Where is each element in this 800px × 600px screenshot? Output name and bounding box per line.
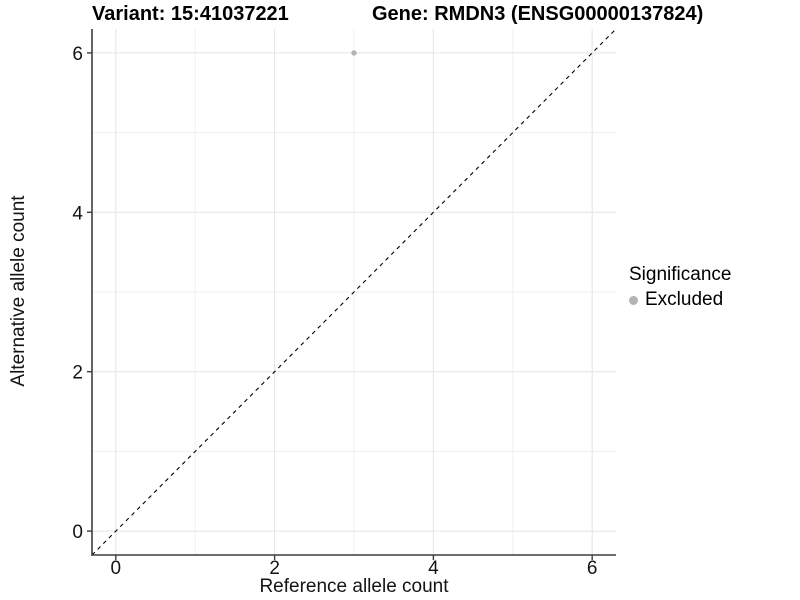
x-tick-label: 0: [111, 558, 122, 579]
legend-point-icon: [629, 295, 638, 305]
x-axis-title: Reference allele count: [259, 576, 449, 597]
legend-item-label: Excluded: [645, 289, 724, 310]
x-tick-label: 2: [269, 558, 280, 579]
y-tick-label: 0: [72, 522, 83, 543]
legend: Significance Excluded: [629, 264, 731, 311]
data-point: [351, 50, 357, 56]
y-tick-label: 4: [72, 203, 83, 224]
plot-title-gene: Gene: RMDN3 (ENSG00000137824): [372, 3, 704, 25]
plot-title-variant: Variant: 15:41037221: [92, 3, 289, 25]
identity-reference-line: [91, 28, 617, 556]
y-tick-label: 2: [72, 363, 83, 384]
y-tick-label: 6: [72, 44, 83, 65]
x-tick-label: 6: [587, 558, 598, 579]
y-axis-title: Alternative allele count: [8, 195, 29, 387]
legend-item-excluded: Excluded: [629, 289, 731, 311]
x-tick-label: 4: [428, 558, 439, 579]
legend-title: Significance: [629, 264, 732, 285]
